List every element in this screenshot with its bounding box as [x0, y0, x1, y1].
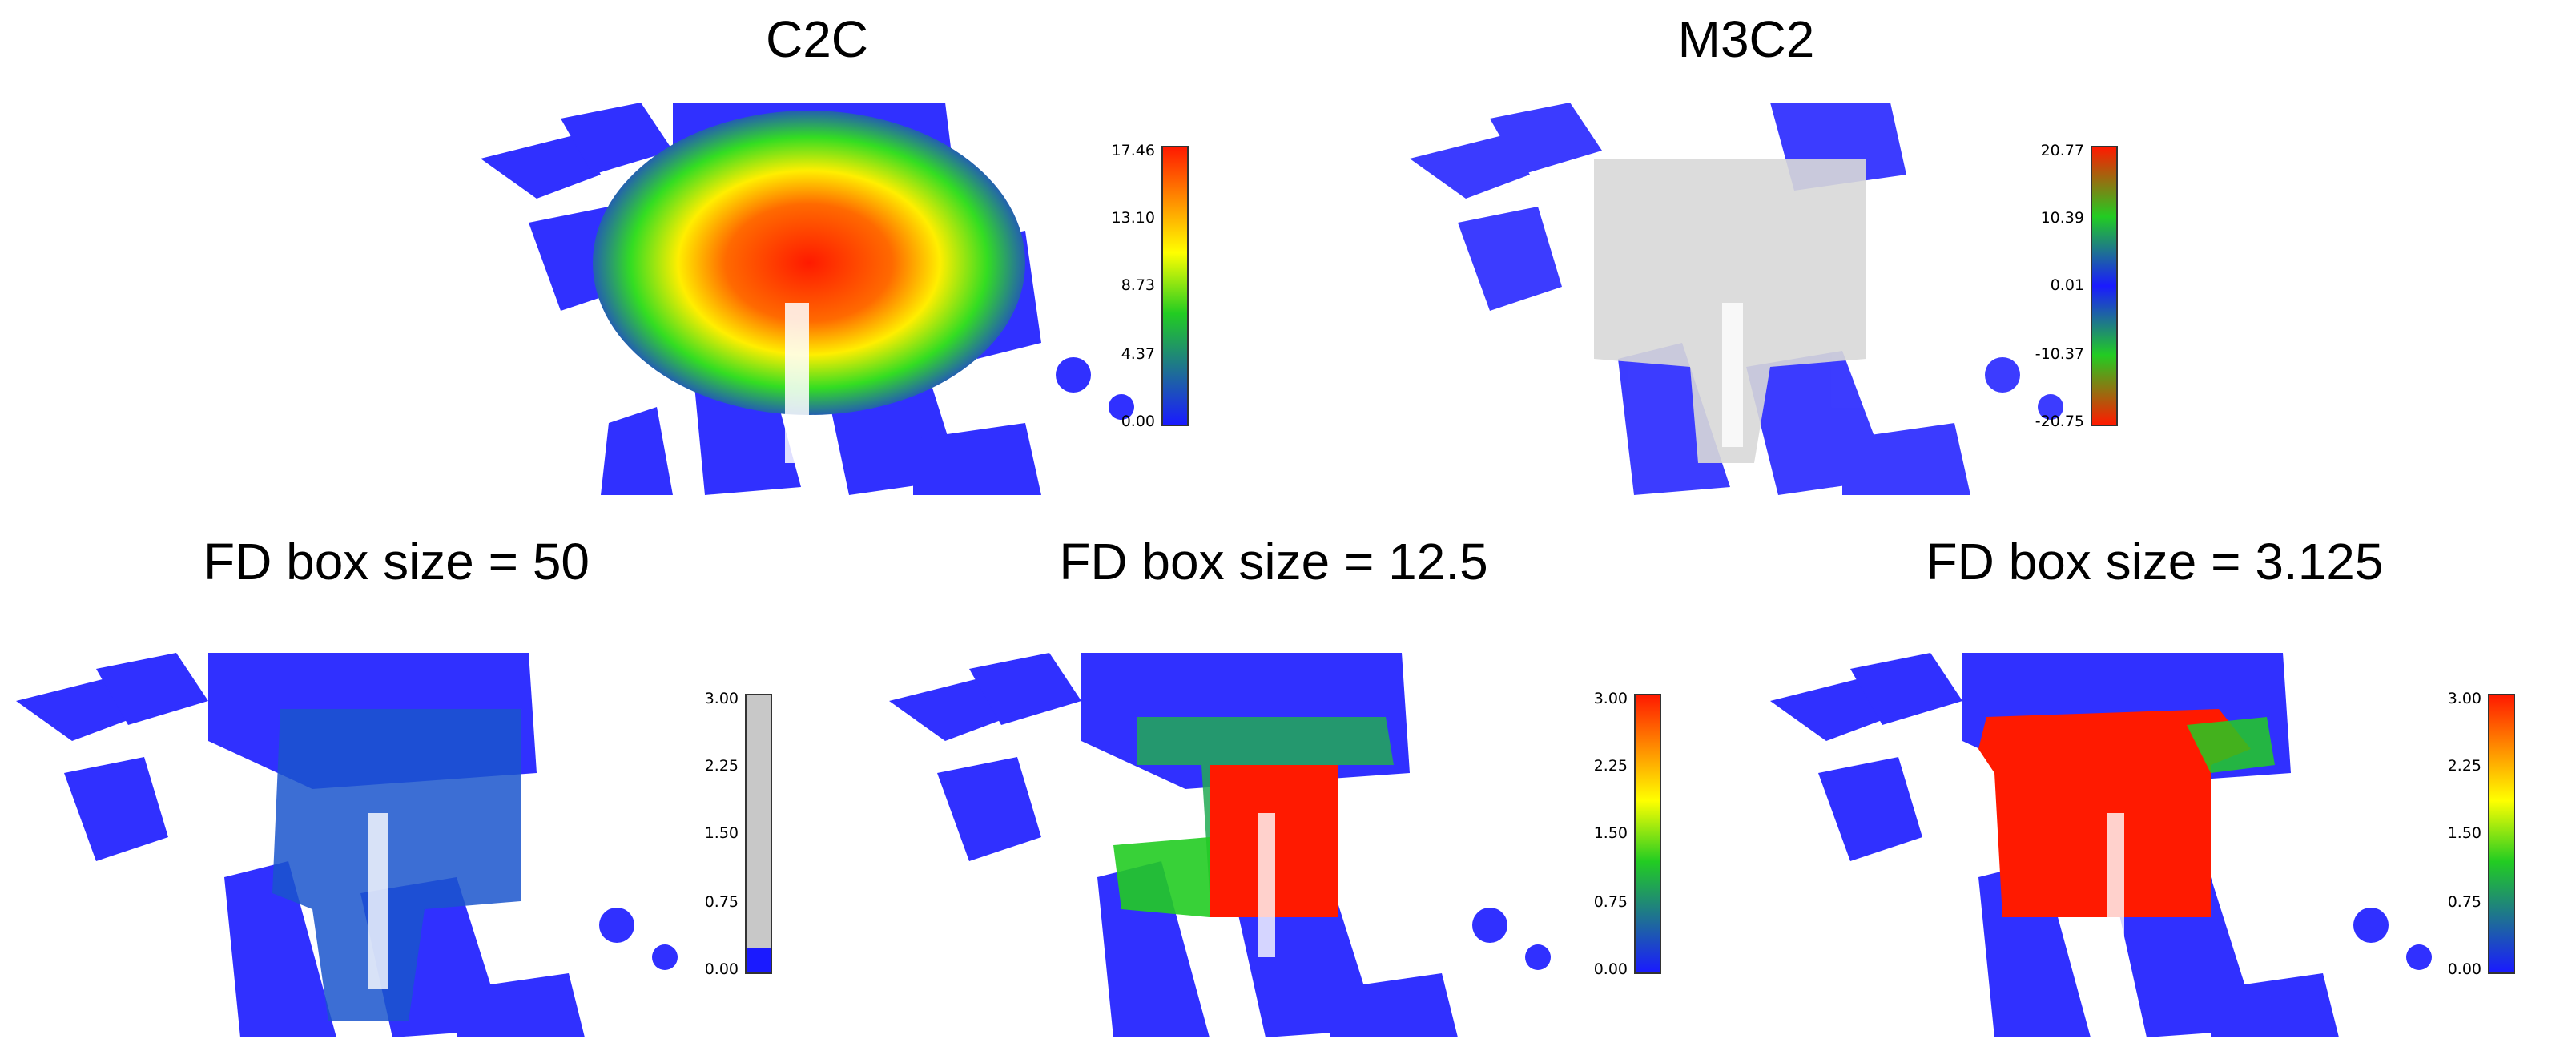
colorbar-tick-label: 4.37 [1121, 345, 1155, 363]
colorbar-tick-label: 0.75 [2447, 893, 2481, 911]
colorbar-tick-label: -20.75 [2035, 413, 2084, 430]
colorbar-tick-label: 0.00 [704, 960, 739, 978]
colorbar-tick-label: 1.50 [704, 824, 739, 842]
panel-m3c2: M3C2 20.77 10.39 0.01 -10.37 -20.75 [1394, 0, 2195, 497]
colorbar [2091, 146, 2118, 426]
colorbar-tick-label: 13.10 [1111, 209, 1155, 227]
colorbar-tick-label: 17.46 [1111, 142, 1155, 159]
colorbar-tick-label: 3.00 [2447, 690, 2481, 707]
colorbar [1161, 146, 1189, 426]
colorbar [2488, 694, 2515, 974]
colorbar-tick-label: 0.00 [2447, 960, 2481, 978]
colorbar-tick-label: 0.75 [704, 893, 739, 911]
colorbar [745, 694, 772, 974]
point-cloud-image [1770, 653, 2432, 1037]
panel-title: FD box size = 3.125 [1926, 533, 2384, 590]
colorbar-tick-label: 3.00 [1593, 690, 1628, 707]
colorbar-tick-label: 10.39 [2040, 209, 2084, 227]
point-cloud-image [16, 653, 678, 1037]
colorbar-tick-label: 8.73 [1121, 276, 1155, 294]
colorbar-tick-label: 0.01 [2050, 276, 2084, 294]
panel-title: M3C2 [1677, 10, 1815, 68]
colorbar-tick-label: 0.00 [1121, 413, 1155, 430]
colorbar-tick-label: 0.75 [1593, 893, 1628, 911]
panel-fd-50: FD box size = 50 3.00 2.25 1.50 0.75 0.0… [0, 513, 849, 1063]
colorbar-tick-label: 1.50 [2447, 824, 2481, 842]
colorbar-tick-label: 3.00 [704, 690, 739, 707]
point-cloud-image [889, 653, 1551, 1037]
panel-fd-12-5: FD box size = 12.5 3.00 2.25 1.50 0.75 0… [873, 513, 1722, 1063]
colorbar [1634, 694, 1661, 974]
colorbar-tick-label: 2.25 [704, 757, 739, 775]
point-cloud-image [1410, 103, 2063, 495]
panel-title: FD box size = 50 [203, 533, 590, 590]
colorbar-tick-label: 1.50 [1593, 824, 1628, 842]
panel-title: FD box size = 12.5 [1059, 533, 1488, 590]
colorbar-tick-label: -10.37 [2035, 345, 2084, 363]
colorbar-tick-label: 2.25 [2447, 757, 2481, 775]
colorbar-tick-label: 0.00 [1593, 960, 1628, 978]
panel-title: C2C [765, 10, 869, 68]
panel-c2c: C2C 17.46 13.1 [465, 0, 1266, 497]
colorbar-tick-label: 20.77 [2040, 142, 2084, 159]
panel-fd-3-125: FD box size = 3.125 3.00 2.25 1.50 0.75 … [1754, 513, 2576, 1063]
point-cloud-image [481, 103, 1134, 495]
colorbar-tick-label: 2.25 [1593, 757, 1628, 775]
